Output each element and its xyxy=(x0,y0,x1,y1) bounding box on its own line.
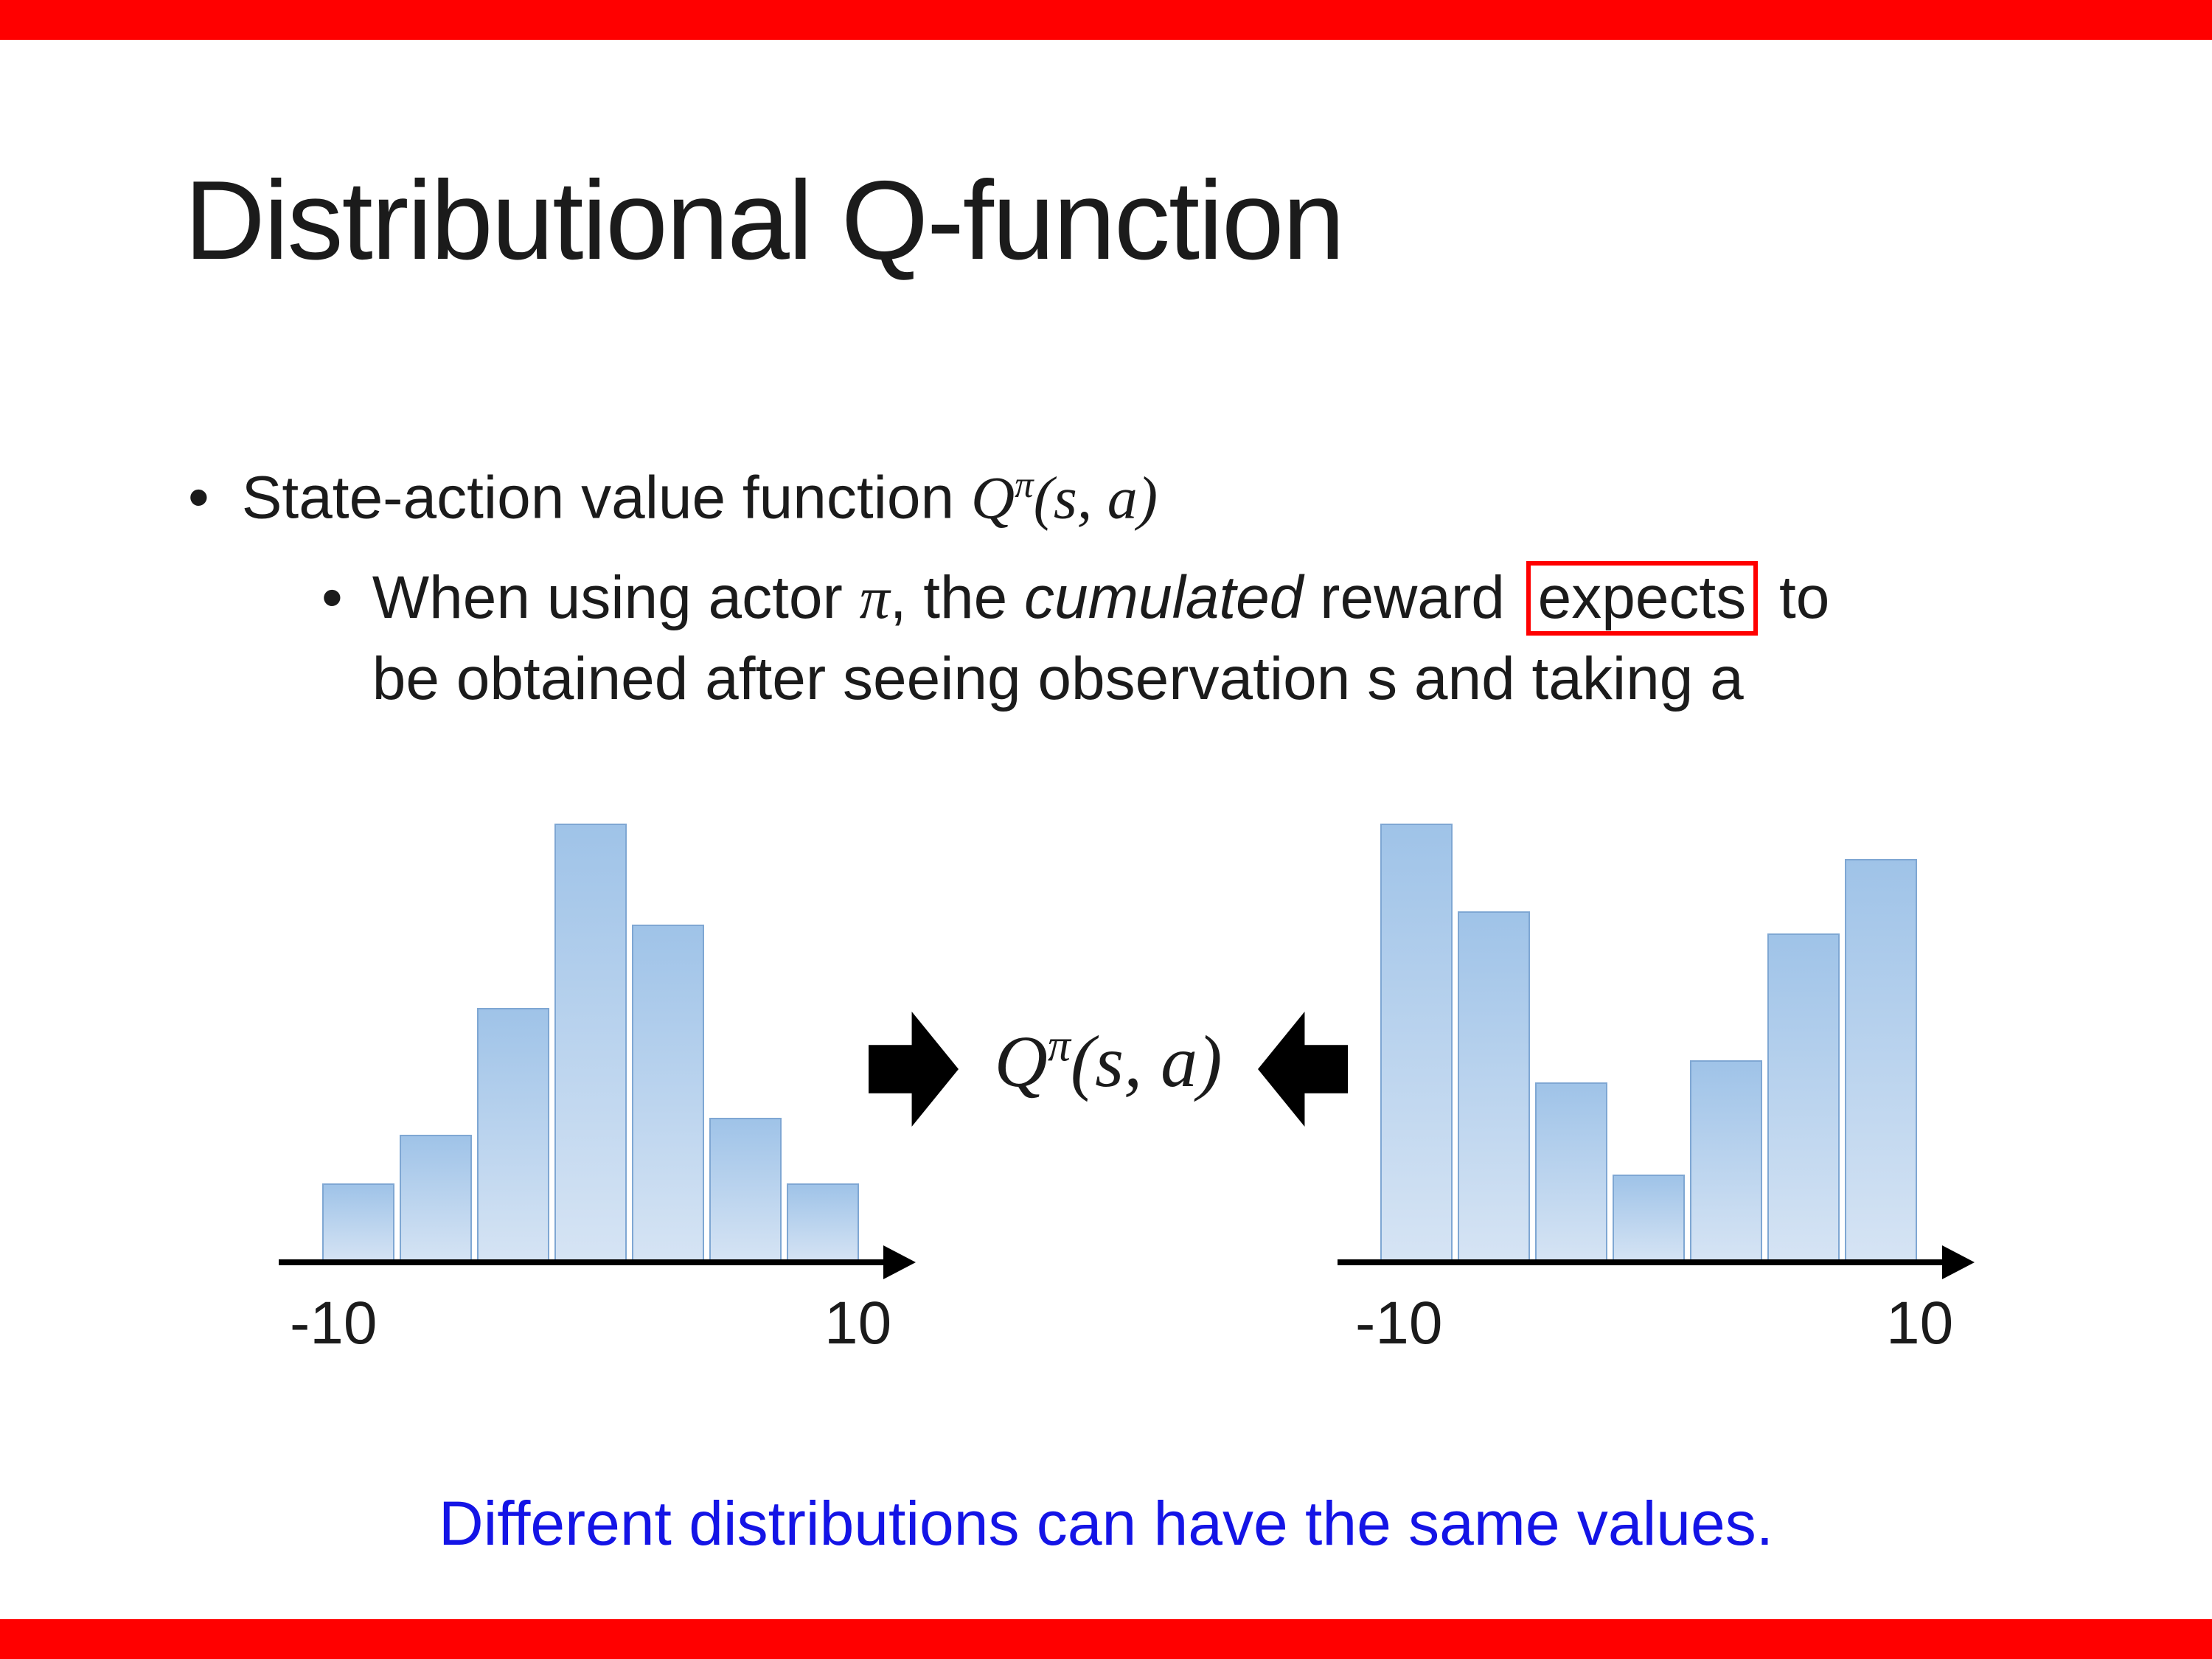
x-axis-left xyxy=(279,1245,916,1279)
formula-args: (s, a) xyxy=(1070,1020,1222,1102)
bullet-when-using-actor: • When using actor π, the cumulated rewa… xyxy=(321,557,1829,720)
bullet2-text-b: , the xyxy=(889,564,1025,631)
histogram-right-bimodal xyxy=(1380,824,1917,1262)
expects-red-box: expects xyxy=(1526,561,1759,636)
histogram-bar xyxy=(1613,1175,1685,1262)
footer-note: Different distributions can have the sam… xyxy=(438,1489,1774,1558)
histogram-bar xyxy=(554,824,627,1262)
right-axis-max-label: 10 xyxy=(1886,1290,1954,1357)
histogram-bar xyxy=(1767,933,1840,1262)
histogram-bar xyxy=(322,1183,394,1262)
bullet2-content: When using actor π, the cumulated reward… xyxy=(372,557,1830,720)
axis-arrowhead-icon xyxy=(1942,1245,1975,1279)
slide-title: Distributional Q-function xyxy=(184,158,1345,283)
math-q: Q xyxy=(970,464,1015,532)
bullet1-content: State-action value function Qπ(s, a) xyxy=(242,463,1158,532)
bottom-red-border xyxy=(0,1619,2212,1659)
left-axis-min-label: -10 xyxy=(290,1290,378,1357)
bullet1-text: State-action value function xyxy=(241,464,971,532)
formula-pi-superscript: π xyxy=(1047,1020,1071,1071)
math-pi-superscript: π xyxy=(1015,464,1034,505)
math-args: (s, a) xyxy=(1033,464,1158,532)
top-red-border xyxy=(0,0,2212,40)
histogram-bar xyxy=(1380,824,1453,1262)
histogram-bar xyxy=(787,1183,859,1262)
bullet2-text-a: When using actor xyxy=(372,564,860,631)
right-axis-min-label: -10 xyxy=(1355,1290,1443,1357)
math-pi: π xyxy=(859,564,890,631)
bullet-marker: • xyxy=(188,464,209,532)
formula-q: Q xyxy=(994,1020,1048,1102)
histogram-bar xyxy=(1690,1060,1762,1262)
histogram-bar xyxy=(477,1008,549,1262)
bullet2-text-c: reward xyxy=(1303,564,1522,631)
arrow-pointing-left-icon xyxy=(1258,1012,1348,1127)
x-axis-right xyxy=(1338,1245,1975,1279)
histogram-bar xyxy=(709,1118,782,1262)
left-axis-max-label: 10 xyxy=(824,1290,892,1357)
bullet2-line1: When using actor π, the cumulated reward… xyxy=(372,557,1830,639)
axis-arrowhead-icon xyxy=(883,1245,916,1279)
histogram-bar xyxy=(400,1135,472,1262)
histogram-bar xyxy=(1535,1082,1607,1262)
bullet2-text-d: to xyxy=(1762,564,1830,631)
cumulated-italic: cumulated xyxy=(1024,564,1304,631)
arrow-pointing-right-icon xyxy=(869,1012,959,1127)
histogram-left-unimodal xyxy=(322,824,859,1262)
histogram-bar xyxy=(1845,859,1917,1262)
histogram-bar xyxy=(1458,911,1530,1262)
sub-bullet-marker: • xyxy=(321,564,343,631)
q-function-formula: Qπ(s, a) xyxy=(955,1019,1262,1104)
bullet2-line2: be obtained after seeing observation s a… xyxy=(372,644,1744,712)
bullet-state-action-value: • State-action value function Qπ(s, a) xyxy=(188,463,1158,532)
histogram-bar xyxy=(632,925,704,1262)
